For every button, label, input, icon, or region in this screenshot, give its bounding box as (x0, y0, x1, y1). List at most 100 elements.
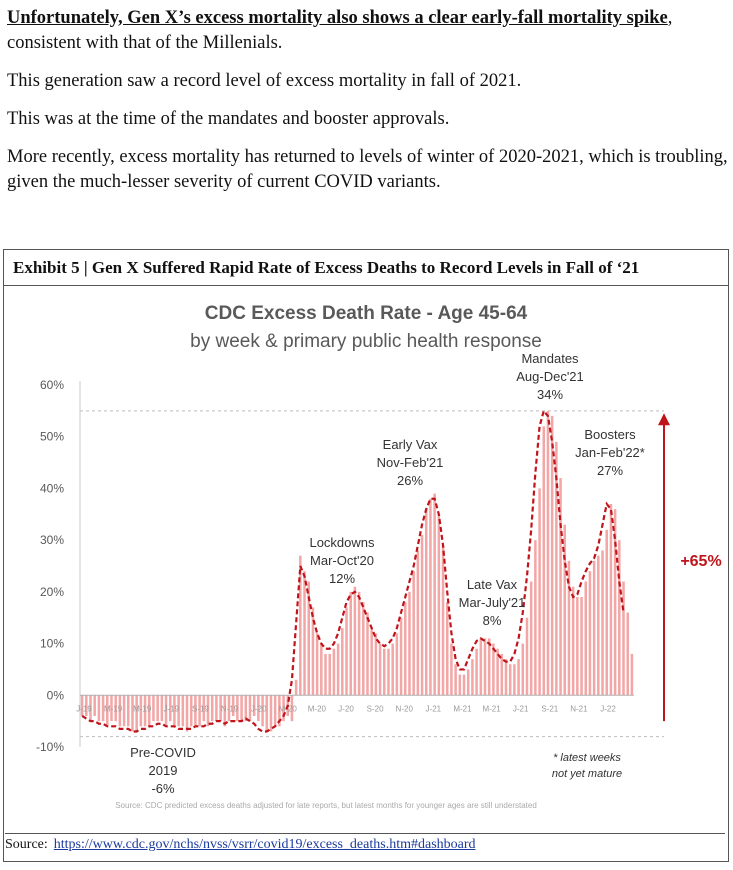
bar (236, 695, 239, 722)
bar (576, 597, 579, 696)
bar (93, 695, 96, 716)
intro-paragraph-1: Unfortunately, Gen X’s excess mortality … (7, 6, 729, 56)
x-tick-label: S-21 (541, 704, 558, 713)
bar (517, 659, 520, 696)
bar (252, 695, 256, 716)
bar (525, 617, 529, 696)
bar (324, 653, 327, 696)
bar (139, 695, 143, 727)
source-line: Source: https://www.cdc.gov/nchs/nvss/vsr… (5, 833, 725, 858)
annotation-text: 2019 (149, 763, 178, 778)
bar (508, 664, 512, 696)
bar (450, 643, 453, 696)
bar (143, 695, 147, 727)
bar (613, 509, 617, 696)
y-tick-label: 10% (40, 637, 64, 651)
bar (592, 560, 596, 696)
bar (462, 674, 466, 696)
y-tick-label: 40% (40, 481, 64, 495)
bar (307, 581, 310, 696)
exhibit-title: Exhibit 5 | Gen X Suffered Rapid Rate of… (4, 250, 728, 286)
x-tick-label: N-20 (396, 704, 414, 713)
y-tick-label: 20% (40, 585, 64, 599)
bar (529, 581, 533, 696)
source-link[interactable]: https://www.cdc.gov/nchs/nvss/vsrr/covid… (53, 837, 476, 852)
x-tick-label: N-21 (570, 704, 588, 713)
bar (366, 612, 369, 696)
bar (383, 648, 386, 696)
bar (294, 679, 298, 696)
bar (420, 534, 424, 696)
excess-death-chart: CDC Excess Death Rate - Age 45-64 by week… (36, 303, 722, 810)
bar (475, 648, 478, 696)
annotation-text: Jan-Feb'22* (575, 445, 645, 460)
x-tick-label: J-20 (338, 704, 354, 713)
bar (173, 695, 176, 727)
bar (89, 695, 92, 722)
bar (437, 514, 441, 696)
bar (588, 571, 592, 696)
bar (106, 695, 109, 727)
bar (185, 695, 189, 732)
x-tick-label: M-19 (133, 704, 152, 713)
source-label: Source: (5, 837, 48, 852)
bar (605, 529, 608, 696)
bar (424, 509, 428, 696)
bar (357, 591, 361, 696)
bar (630, 653, 634, 696)
bar (110, 695, 113, 722)
bar (412, 571, 415, 696)
annotation-text: 27% (597, 463, 623, 478)
bar (135, 695, 138, 732)
bar (492, 643, 495, 696)
bar (433, 493, 436, 696)
bar (345, 607, 348, 696)
bar (399, 617, 403, 696)
x-tick-label: J-22 (600, 704, 616, 713)
annotation-text: 26% (397, 473, 423, 488)
annotation-text: Mar-Oct'20 (310, 553, 374, 568)
x-tick-label: N-19 (221, 704, 239, 713)
x-tick-label: M-21 (453, 704, 472, 713)
chart-area: CDC Excess Death Rate - Age 45-64 by week… (4, 287, 728, 823)
y-tick-label: 50% (40, 430, 64, 444)
bar (349, 591, 352, 696)
bar (618, 540, 621, 696)
bar (441, 545, 445, 696)
chart-subtitle: by week & primary public health response (190, 331, 542, 352)
bar (198, 695, 201, 727)
bar (550, 416, 554, 696)
bar (118, 695, 122, 727)
bar (362, 602, 365, 696)
bar (181, 695, 185, 727)
footnote-text: not yet mature (552, 768, 622, 780)
bar (101, 695, 105, 722)
x-tick-label: M-20 (308, 704, 327, 713)
bar (189, 695, 193, 727)
x-tick-label: J-19 (76, 704, 92, 713)
x-tick-label: J-19 (164, 704, 180, 713)
bar (471, 659, 474, 696)
x-tick-label: M-19 (104, 704, 123, 713)
bar (378, 643, 382, 696)
x-tick-label: S-20 (367, 704, 384, 713)
bar (315, 633, 319, 696)
intro-paragraph-3: This was at the time of the mandates and… (7, 109, 450, 129)
bar (563, 524, 567, 696)
intro-paragraph-4: More recently, excess mortality has retu… (7, 147, 728, 192)
bar (177, 695, 180, 727)
y-tick-label: 0% (47, 688, 65, 702)
annotation-text: Boosters (584, 427, 636, 442)
annotation-text: Pre-COVID (130, 745, 196, 760)
bar (269, 695, 273, 732)
bar (248, 695, 252, 722)
bar (567, 560, 571, 696)
bar (416, 550, 420, 696)
bar (483, 638, 487, 696)
bar (487, 638, 491, 696)
increase-label: +65% (680, 553, 721, 570)
bar (299, 555, 302, 696)
bar (320, 643, 323, 696)
x-tick-label: J-20 (251, 704, 267, 713)
bar (622, 581, 625, 696)
